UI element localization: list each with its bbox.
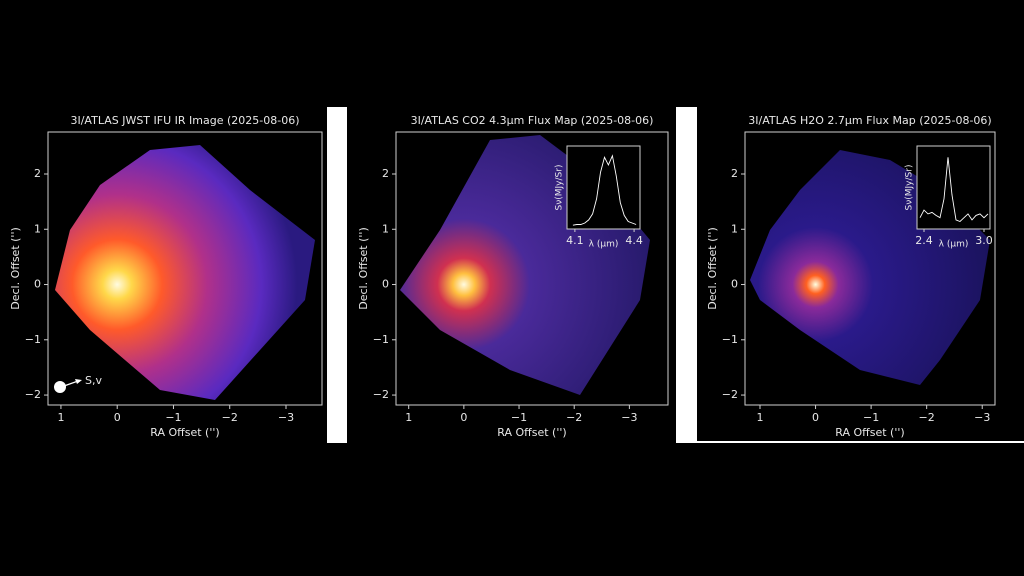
x-tick-label: 0	[812, 411, 819, 424]
y-tick-label: −1	[373, 333, 389, 346]
chart-title: 3I/ATLAS JWST IFU IR Image (2025-08-06)	[70, 114, 299, 127]
x-tick-label: −2	[919, 411, 935, 424]
panel-edge	[697, 441, 1024, 443]
inset-x-label: λ (μm)	[939, 240, 969, 250]
y-tick-label: 0	[731, 278, 738, 291]
x-axis-label: RA Offset ('')	[835, 426, 904, 439]
y-tick-label: 2	[382, 167, 389, 180]
frame	[395, 131, 669, 406]
annotation-arrowhead	[75, 379, 82, 384]
x-tick-label: 1	[757, 411, 764, 424]
x-tick-label: −3	[621, 411, 637, 424]
y-tick-label: 0	[382, 278, 389, 291]
chart-title: 3I/ATLAS H2O 2.7μm Flux Map (2025-08-06)	[748, 114, 991, 127]
image	[48, 132, 322, 405]
y-tick-label: 1	[731, 222, 738, 235]
x-tick-label: −2	[566, 411, 582, 424]
x-tick-label: −2	[222, 411, 238, 424]
y-tick-label: −1	[25, 333, 41, 346]
y-tick-label: 0	[34, 278, 41, 291]
y-axis-label: Decl. Offset ('')	[706, 227, 719, 310]
x-tick-label: −1	[863, 411, 879, 424]
x-axis-label: RA Offset ('')	[150, 426, 219, 439]
annotation-arrow	[63, 380, 79, 387]
inset-x-label: λ (μm)	[589, 240, 619, 250]
x-tick-label: 1	[405, 411, 412, 424]
spectrum-line	[572, 154, 637, 226]
spectrum-line	[919, 157, 989, 223]
x-tick-label: 0	[114, 411, 121, 424]
inset-y-label: Sν(MJy/Sr)	[555, 165, 565, 211]
y-axis-label: Decl. Offset ('')	[9, 227, 22, 310]
y-tick-label: 2	[34, 167, 41, 180]
inset-x-tick-label: 3.0	[975, 234, 993, 247]
y-tick-label: 1	[34, 222, 41, 235]
y-tick-label: −2	[25, 388, 41, 401]
emission	[55, 145, 315, 400]
annotation: S,v	[85, 374, 102, 387]
chart-title: 3I/ATLAS CO2 4.3μm Flux Map (2025-08-06)	[411, 114, 654, 127]
y-tick-label: −2	[373, 388, 389, 401]
panel-gap	[676, 107, 697, 443]
frame	[744, 131, 996, 406]
y-tick-label: 1	[382, 222, 389, 235]
x-tick-label: 1	[57, 411, 64, 424]
annotation-dot	[54, 381, 66, 393]
inset-frame	[566, 145, 641, 230]
frame	[47, 131, 323, 406]
panel-gap	[327, 107, 347, 443]
x-tick-label: −3	[974, 411, 990, 424]
x-tick-label: −1	[511, 411, 527, 424]
y-tick-label: −1	[722, 333, 738, 346]
x-tick-label: −1	[165, 411, 181, 424]
inset-x-tick-label: 4.4	[625, 234, 643, 247]
y-tick-label: −2	[722, 388, 738, 401]
inset-x-tick-label: 4.1	[566, 234, 584, 247]
y-tick-label: 2	[731, 167, 738, 180]
inset-frame	[916, 145, 991, 230]
x-axis-label: RA Offset ('')	[497, 426, 566, 439]
inset-x-tick-label: 2.4	[915, 234, 933, 247]
x-tick-label: −3	[278, 411, 294, 424]
inset-y-label: Sν(MJy/Sr)	[905, 165, 915, 211]
x-tick-label: 0	[460, 411, 467, 424]
y-axis-label: Decl. Offset ('')	[357, 227, 370, 310]
